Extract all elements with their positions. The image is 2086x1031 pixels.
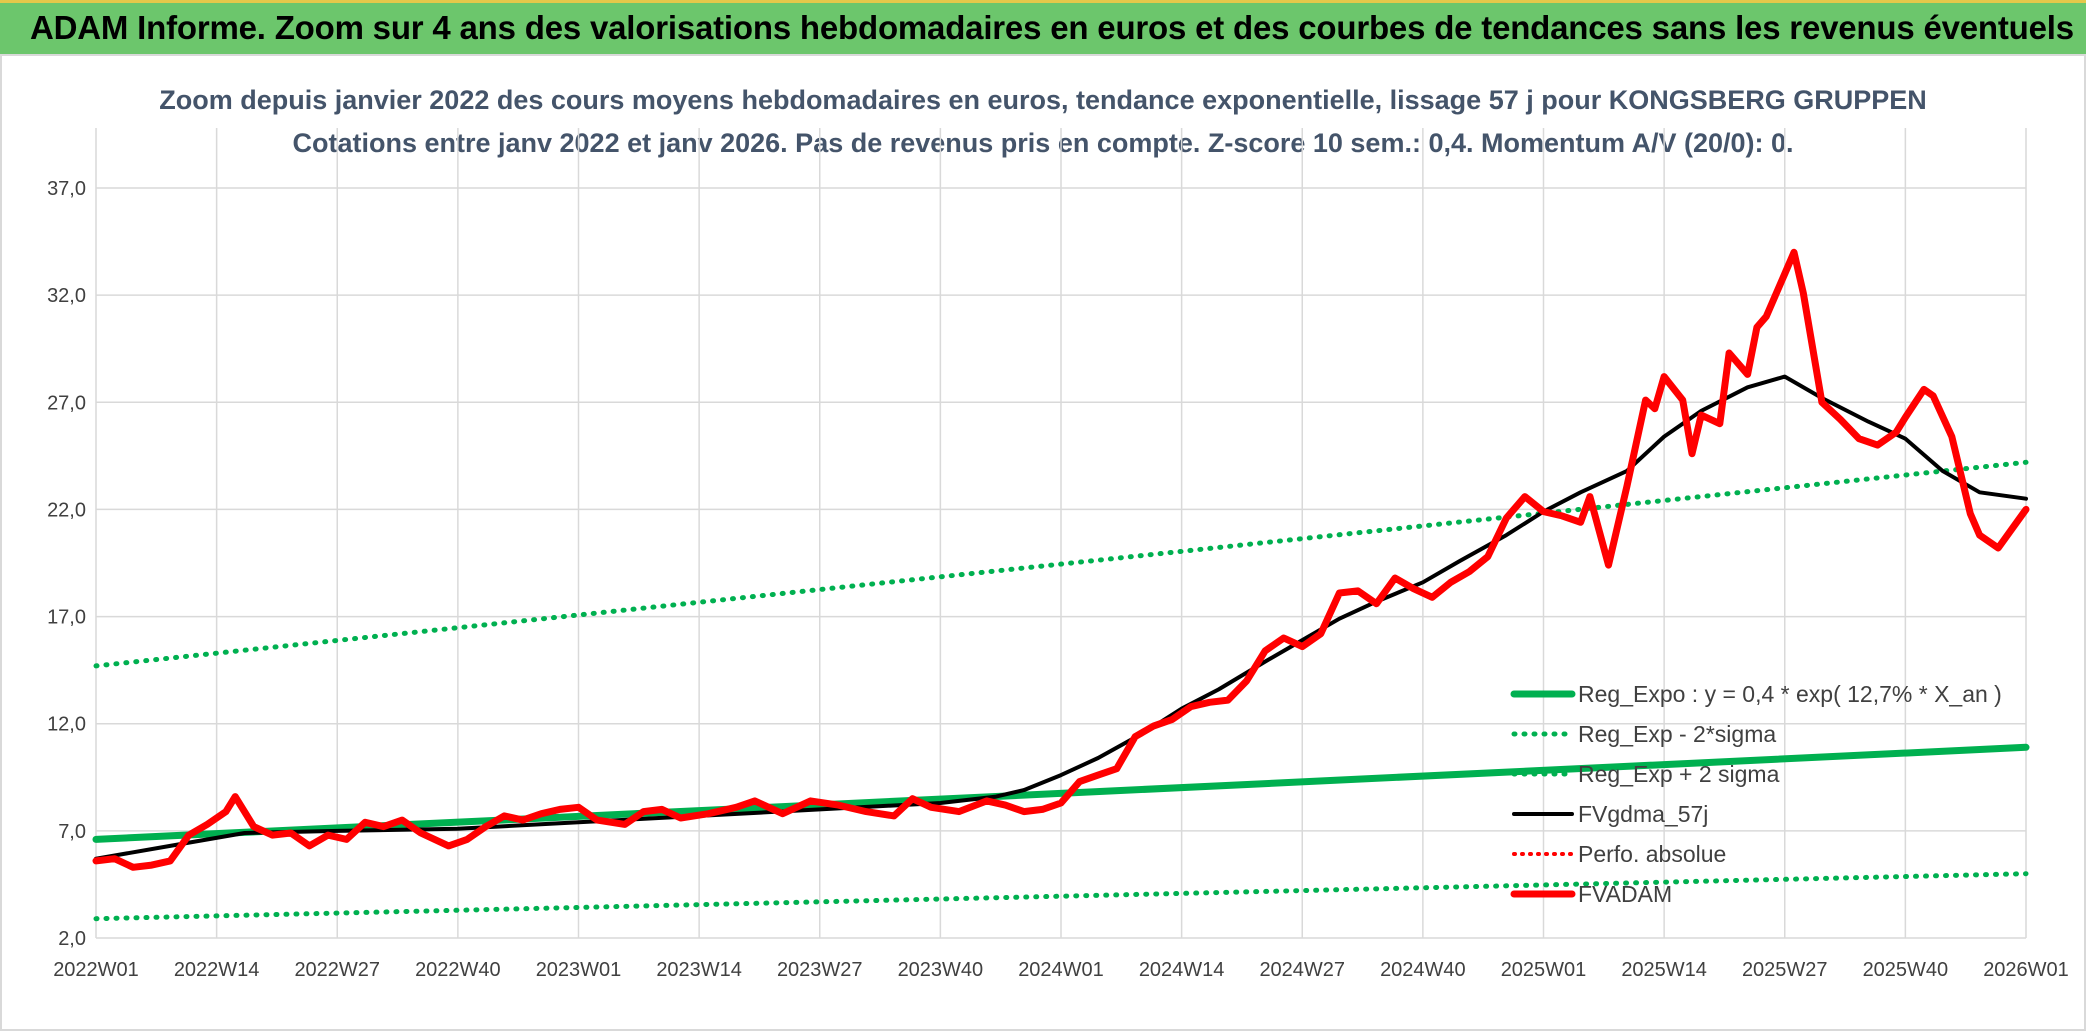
legend-label: Reg_Exp - 2*sigma xyxy=(1578,721,1776,747)
x-tick-label: 2024W01 xyxy=(1018,959,1104,981)
legend-label: FVgdma_57j xyxy=(1578,801,1708,827)
x-tick-label: 2023W01 xyxy=(536,959,622,981)
y-tick-label: 22,0 xyxy=(47,499,86,521)
legend-label: FVADAM xyxy=(1578,881,1672,907)
legend-item-perfo: Perfo. absolue xyxy=(1512,841,1726,867)
title-banner: ADAM Informe. Zoom sur 4 ans des valoris… xyxy=(0,0,2086,54)
y-tick-label: 2,0 xyxy=(58,928,86,950)
x-tick-label: 2022W40 xyxy=(415,959,501,981)
x-tick-label: 2025W40 xyxy=(1863,959,1949,981)
y-tick-label: 12,0 xyxy=(47,714,86,736)
legend-item-fvadam: FVADAM xyxy=(1510,881,1672,907)
y-tick-label: 17,0 xyxy=(47,607,86,629)
legend-item-fvgdma: FVgdma_57j xyxy=(1512,801,1708,827)
x-tick-label: 2023W14 xyxy=(656,959,742,981)
x-tick-label: 2024W27 xyxy=(1259,959,1345,981)
legend-label: Reg_Exp + 2 sigma xyxy=(1578,761,1780,787)
reg-exp-plus-2sigma-line xyxy=(93,459,2029,669)
legend-label: Perfo. absolue xyxy=(1578,841,1726,867)
legend-label: Reg_Expo : y = 0,4 * exp( 12,7% * X_an ) xyxy=(1578,681,2002,707)
x-tick-label: 2024W40 xyxy=(1380,959,1466,981)
chart-title: Zoom depuis janvier 2022 des cours moyen… xyxy=(159,85,1927,115)
chart-area xyxy=(0,54,2086,1031)
reg-exp-minus-2sigma-line xyxy=(93,871,2029,922)
y-tick-label: 27,0 xyxy=(47,392,86,414)
legend-item-reg-exp-minus: Reg_Exp - 2*sigma xyxy=(1511,721,1776,747)
x-tick-label: 2025W27 xyxy=(1742,959,1828,981)
legend-item-reg-exp-plus: Reg_Exp + 2 sigma xyxy=(1511,761,1780,787)
x-tick-label: 2022W01 xyxy=(53,959,139,981)
x-tick-label: 2023W40 xyxy=(898,959,984,981)
x-tick-label: 2022W27 xyxy=(294,959,380,981)
y-tick-label: 32,0 xyxy=(47,285,86,307)
chart-subtitle: Cotations entre janv 2022 et janv 2026. … xyxy=(292,128,1793,158)
reg-expo-line xyxy=(92,743,2030,843)
page-title: ADAM Informe. Zoom sur 4 ans des valoris… xyxy=(30,9,2074,46)
y-tick-label: 37,0 xyxy=(47,178,86,200)
x-tick-label: 2022W14 xyxy=(174,959,260,981)
x-tick-label: 2025W14 xyxy=(1621,959,1707,981)
legend-item-reg-expo: Reg_Expo : y = 0,4 * exp( 12,7% * X_an ) xyxy=(1510,681,2002,707)
y-tick-label: 7,0 xyxy=(58,821,86,843)
x-tick-label: 2024W14 xyxy=(1139,959,1225,981)
x-tick-label: 2025W01 xyxy=(1501,959,1587,981)
x-tick-label: 2023W27 xyxy=(777,959,863,981)
fvadam-line xyxy=(92,248,2030,871)
x-tick-label: 2026W01 xyxy=(1983,959,2069,981)
